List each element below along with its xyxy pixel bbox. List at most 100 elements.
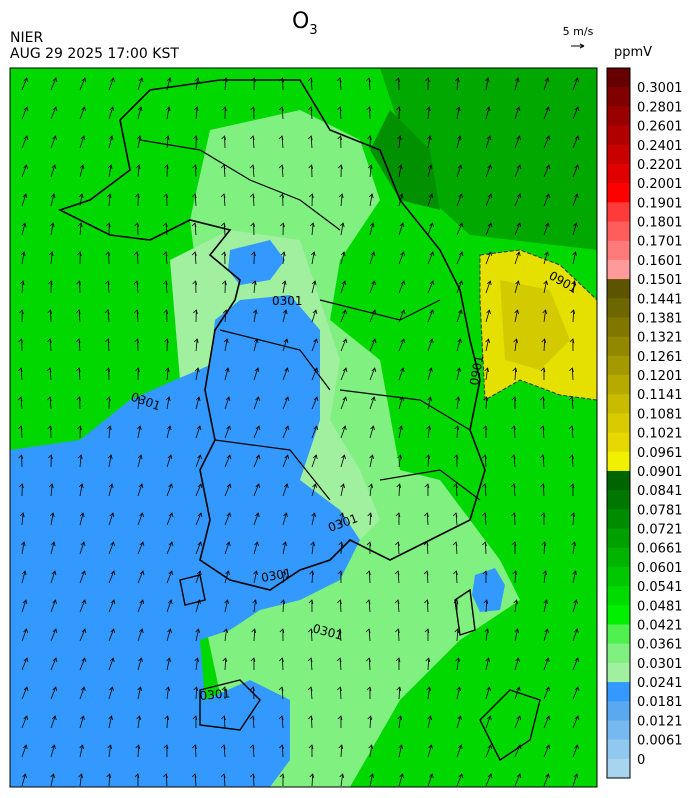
wind-arrow <box>572 657 580 671</box>
colorbar-swatch <box>607 144 630 165</box>
wind-arrow <box>135 744 141 758</box>
wind-arrow <box>282 367 289 381</box>
wind-arrow <box>425 657 431 671</box>
wind-arrow <box>369 309 377 323</box>
wind-arrow <box>427 744 433 758</box>
colorbar-label: 0.2001 <box>637 177 683 192</box>
wind-arrow <box>136 135 142 149</box>
wind-arrow <box>485 280 492 294</box>
wind-arrow <box>369 222 375 236</box>
wind-arrow <box>311 396 319 410</box>
wind-arrow <box>108 570 116 584</box>
wind-arrow <box>543 164 551 178</box>
wind-arrow <box>514 193 522 207</box>
wind-arrow <box>309 570 315 584</box>
wind-arrow <box>134 338 140 352</box>
wind-arrow <box>137 512 144 526</box>
wind-arrow <box>162 222 168 236</box>
wind-arrow <box>20 541 26 555</box>
wind-arrow <box>136 715 141 729</box>
wind-arrow <box>193 106 199 120</box>
wind-arrow <box>540 483 545 497</box>
wind-arrow <box>253 570 258 584</box>
wind-arrow <box>543 628 549 642</box>
wind-arrow <box>456 309 463 323</box>
wind-arrow <box>340 251 346 265</box>
wind-arrow <box>79 715 85 729</box>
wind-arrow <box>134 193 140 207</box>
wind-arrow <box>50 541 56 555</box>
wind-arrow <box>572 715 580 729</box>
wind-arrow <box>79 77 87 91</box>
wind-arrow <box>569 367 574 381</box>
wind-arrow <box>17 425 23 439</box>
wind-arrow <box>369 280 376 294</box>
wind-arrow <box>166 657 171 671</box>
wind-arrow <box>224 483 232 497</box>
wind-arrow <box>224 396 231 410</box>
wind-arrow <box>338 193 344 207</box>
wind-arrow <box>424 483 430 497</box>
wind-arrow <box>514 715 522 729</box>
wind-arrow <box>50 657 58 671</box>
wind-arrow <box>369 251 376 265</box>
wind-arrow <box>572 628 579 642</box>
wind-arrow <box>456 715 462 729</box>
wind-arrow <box>49 222 55 236</box>
wind-arrow <box>253 512 260 526</box>
wind-arrow <box>568 425 574 439</box>
colorbar-label: 0.0121 <box>637 714 683 729</box>
wind-arrow <box>75 338 81 352</box>
colorbar-label: 0.1201 <box>637 369 683 384</box>
wind-arrow <box>21 135 29 149</box>
map <box>10 68 597 787</box>
colorbar-swatch <box>607 643 630 664</box>
wind-arrow <box>79 541 86 555</box>
wind-arrow <box>224 454 232 468</box>
colorbar-swatch <box>607 163 630 184</box>
wind-arrow <box>195 599 201 613</box>
wind-arrow <box>221 251 227 265</box>
wind-arrow <box>396 483 402 497</box>
wind-arrow <box>572 106 580 120</box>
wind-arrow <box>79 135 86 149</box>
wind-arrow <box>455 106 461 120</box>
wind-arrow <box>307 657 313 671</box>
wind-arrow <box>252 309 258 323</box>
wind-arrow <box>369 367 377 381</box>
wind-arrow <box>425 77 430 91</box>
colorbar-label: 0.2801 <box>637 100 683 115</box>
wind-arrow <box>21 599 28 613</box>
wind-arrow <box>514 628 520 642</box>
wind-arrow <box>541 338 547 352</box>
wind-arrow <box>77 425 82 439</box>
wind-arrow <box>251 628 257 642</box>
wind-arrow <box>570 309 576 323</box>
wind-arrow <box>541 541 547 555</box>
wind-arrow <box>426 135 432 149</box>
wind-arrow <box>19 483 24 497</box>
wind-arrow <box>195 570 202 584</box>
wind-arrow <box>223 338 229 352</box>
wind-arrow <box>308 744 314 758</box>
wind-arrow <box>195 396 201 410</box>
wind-arrow <box>106 193 112 207</box>
wind-arrow <box>514 106 521 120</box>
wind-arrow <box>191 251 197 265</box>
low-ozone-area <box>10 295 360 787</box>
wind-arrow <box>339 222 345 236</box>
wind-arrow <box>369 454 374 468</box>
wind-arrow <box>572 164 580 178</box>
wind-arrow <box>282 454 290 468</box>
high-ozone-core <box>500 280 570 370</box>
wind-arrow <box>570 512 576 526</box>
wind-arrow <box>394 599 400 613</box>
wind-arrow <box>339 512 344 526</box>
wind-arrow <box>48 251 54 265</box>
wind-arrow <box>398 222 405 236</box>
wind-arrow <box>572 744 579 758</box>
wind-arrow <box>223 628 228 642</box>
wind-arrow <box>485 686 491 700</box>
